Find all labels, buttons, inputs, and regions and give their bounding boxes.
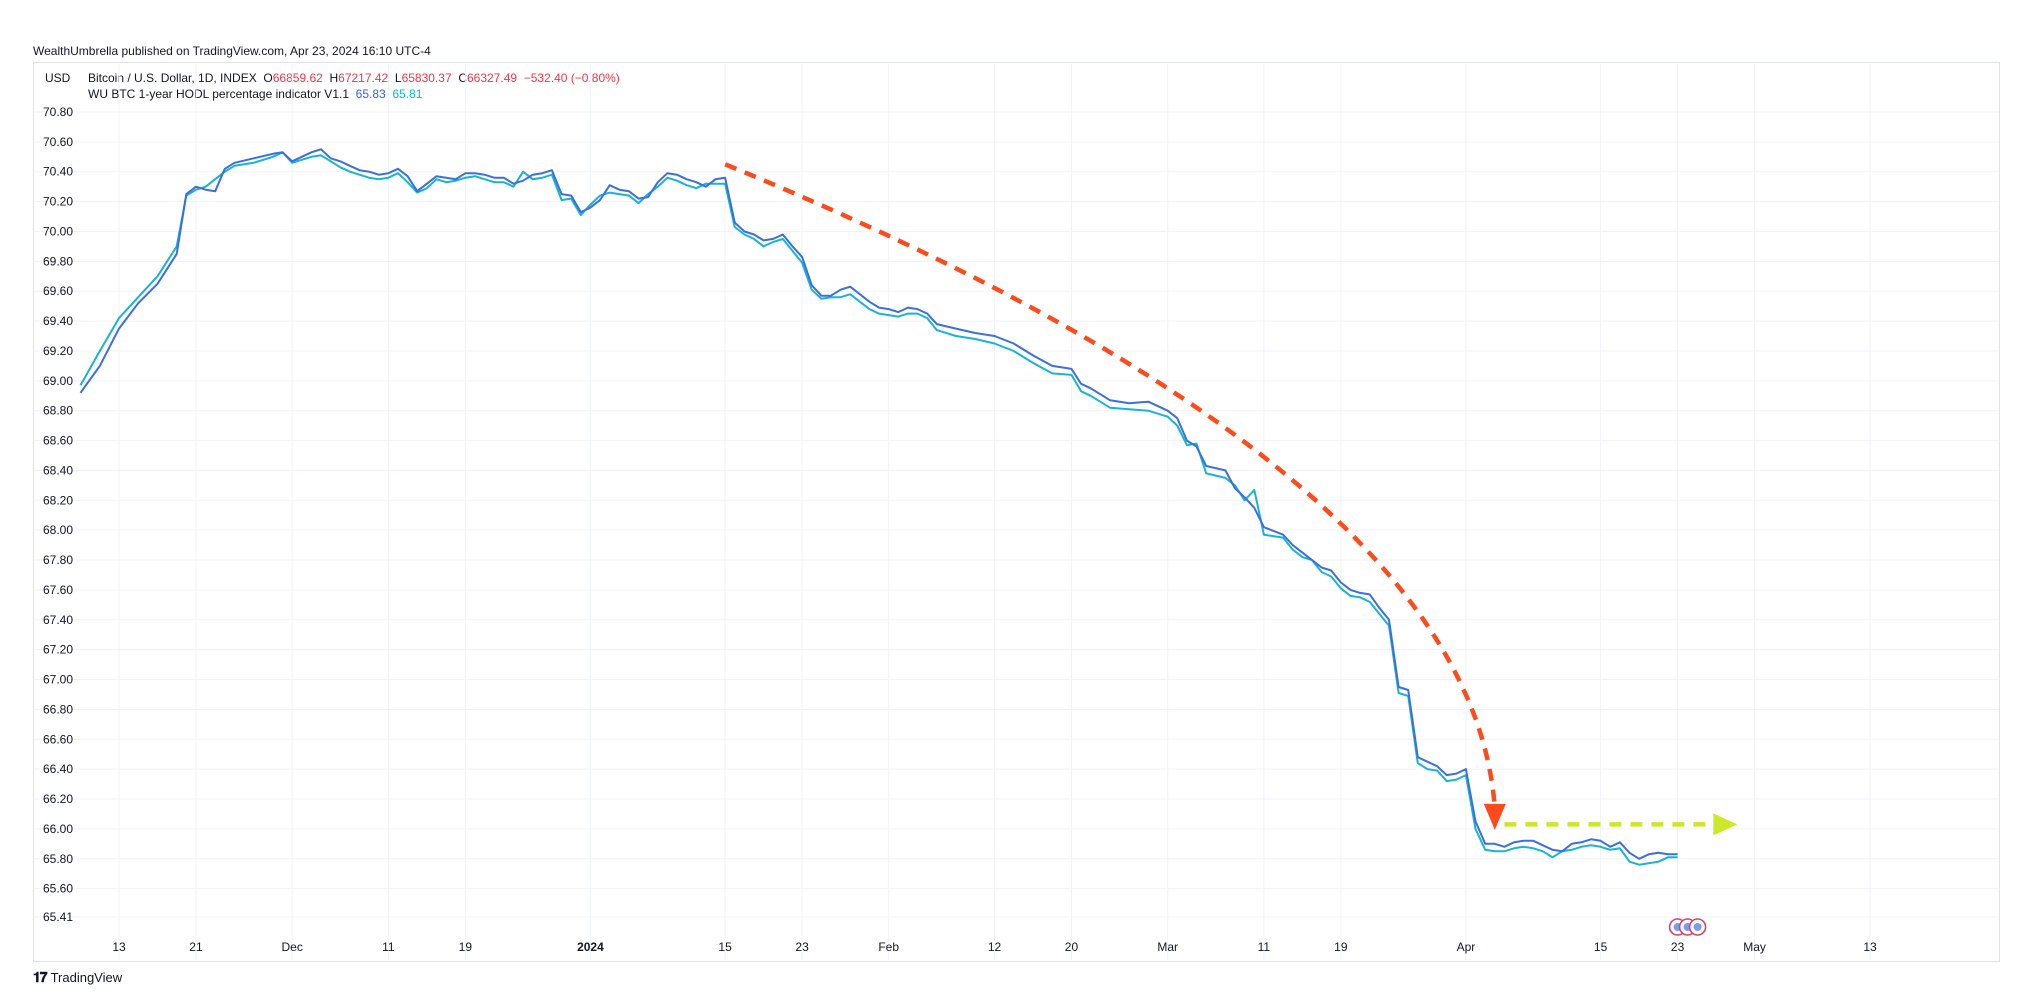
event-marker-icon[interactable] xyxy=(1688,918,1707,936)
y-tick-label: 68.80 xyxy=(43,404,73,418)
y-tick-label: 67.20 xyxy=(43,643,73,657)
x-tick-label: 12 xyxy=(988,940,1002,954)
y-tick-label: 68.40 xyxy=(43,463,73,477)
close-prefix: C xyxy=(458,71,467,85)
y-tick-label: 67.80 xyxy=(43,553,73,567)
tradingview-brand[interactable]: 𝟏𝟕 TradingView xyxy=(33,969,122,986)
y-tick-label: 68.60 xyxy=(43,434,73,448)
low-prefix: L xyxy=(394,71,402,85)
x-tick-label: 11 xyxy=(1258,940,1271,954)
y-tick-label: 69.00 xyxy=(43,374,73,388)
publisher-line: WealthUmbrella published on TradingView.… xyxy=(33,44,431,58)
y-tick-label: 66.80 xyxy=(43,702,73,716)
x-tick-label: May xyxy=(1743,940,1766,954)
y-tick-label: 70.80 xyxy=(43,105,73,119)
x-tick-label: 11 xyxy=(382,940,395,954)
y-tick-label: 69.40 xyxy=(43,314,73,328)
y-tick-label: 68.20 xyxy=(43,493,73,507)
flat-arrowhead xyxy=(1713,813,1738,836)
brand-label: TradingView xyxy=(50,970,123,985)
x-tick-label: 23 xyxy=(1671,940,1685,954)
x-tick-label: 19 xyxy=(1334,940,1348,954)
y-tick-label: 69.60 xyxy=(43,284,73,298)
x-tick-label: 19 xyxy=(459,940,473,954)
chart-pane[interactable] xyxy=(33,62,2000,962)
y-tick-label: 69.20 xyxy=(43,344,73,358)
close-value: 66327.49 xyxy=(466,71,518,85)
x-tick-label: Apr xyxy=(1457,940,1476,954)
symbol-label: Bitcoin / U.S. Dollar, 1D, INDEX xyxy=(88,71,257,85)
x-tick-label: 20 xyxy=(1065,940,1079,954)
x-tick-label: Feb xyxy=(878,940,899,954)
series-line-2[interactable] xyxy=(79,151,1678,866)
open-value: 66859.62 xyxy=(272,71,323,85)
indicator-value-1: 65.83 xyxy=(355,87,386,101)
x-tick-label: 13 xyxy=(112,940,126,954)
x-tick-label: 23 xyxy=(795,940,809,954)
currency-label: USD xyxy=(45,71,71,85)
x-axis: 13 21 Dec 11 19 2024 15 23 Feb 12 20 Mar 11 19 Apr 15 23… xyxy=(112,940,1877,954)
change-value: −532.40 (−0.80%) xyxy=(523,71,620,85)
open-prefix: O xyxy=(263,71,273,85)
event-markers[interactable] xyxy=(1668,918,1707,936)
high-prefix: H xyxy=(329,71,339,85)
indicator-label: WU BTC 1-year HODL percentage indicator … xyxy=(88,87,349,101)
indicator-legend-row[interactable]: WU BTC 1-year HODL percentage indicator … xyxy=(88,86,620,102)
grid-layer xyxy=(34,64,1999,960)
y-tick-label: 67.00 xyxy=(43,673,73,687)
y-tick-label: 66.60 xyxy=(43,732,73,746)
x-tick-label: Dec xyxy=(282,940,303,954)
y-tick-label: 70.20 xyxy=(43,195,73,209)
downtrend-arrow[interactable] xyxy=(724,162,1498,809)
y-tick-label: 65.41 xyxy=(43,910,73,924)
symbol-legend-row[interactable]: Bitcoin / U.S. Dollar, 1D, INDEX O66859.… xyxy=(88,70,620,86)
downtrend-arrowhead xyxy=(1483,803,1506,830)
y-tick-label: 65.80 xyxy=(43,852,73,866)
x-tick-label: 15 xyxy=(718,940,732,954)
x-tick-label: 2024 xyxy=(577,940,604,954)
y-tick-label: 70.60 xyxy=(43,135,73,149)
indicator-value-2: 65.81 xyxy=(392,87,423,101)
y-tick-label: 66.40 xyxy=(43,762,73,776)
y-tick-label: 66.20 xyxy=(43,792,73,806)
low-value: 65830.37 xyxy=(401,71,452,85)
x-tick-label: 13 xyxy=(1863,940,1877,954)
y-tick-label: 68.00 xyxy=(43,523,73,537)
x-tick-label: 21 xyxy=(189,940,203,954)
series-line-1[interactable] xyxy=(79,148,1678,860)
y-tick-label: 69.80 xyxy=(43,254,73,268)
x-tick-label: Mar xyxy=(1157,940,1178,954)
chart-legend: Bitcoin / U.S. Dollar, 1D, INDEX O66859.… xyxy=(88,70,620,102)
y-tick-label: 66.00 xyxy=(43,822,73,836)
y-tick-label: 67.40 xyxy=(43,613,73,627)
y-tick-label: 70.00 xyxy=(43,224,73,238)
y-tick-label: 70.40 xyxy=(43,165,73,179)
y-axis: 70.80 70.60 70.40 70.20 70.00 69.80 69.60 69.40… xyxy=(43,105,73,924)
tradingview-logo-icon: 𝟏𝟕 xyxy=(33,969,48,985)
y-tick-label: 65.60 xyxy=(43,882,73,896)
annotation-layer xyxy=(724,162,1738,836)
high-value: 67217.42 xyxy=(338,71,389,85)
x-tick-label: 15 xyxy=(1594,940,1608,954)
y-tick-label: 67.60 xyxy=(43,583,73,597)
series-layer xyxy=(79,148,1678,866)
